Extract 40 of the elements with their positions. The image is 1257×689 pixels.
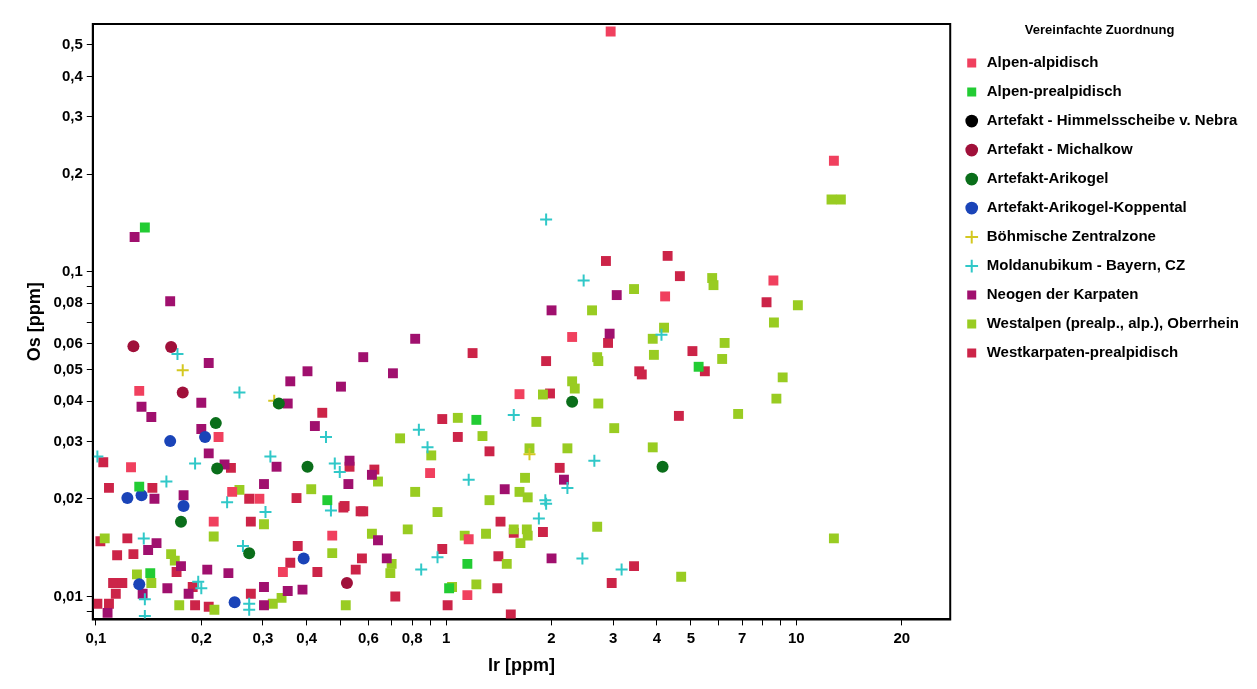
y-axis-title: Os [ppm] — [23, 282, 44, 362]
legend-label: Artefakt - Michalkow — [986, 140, 1133, 158]
y-tick-label: 0,04 — [53, 391, 84, 409]
x-tick-label: 2 — [547, 628, 556, 646]
y-tick-label: 0,1 — [61, 261, 83, 279]
legend-label: Artefakt - Himmelsscheibe v. Nebra — [986, 111, 1239, 129]
x-axis-title: Ir [ppm] — [488, 655, 556, 676]
legend-label: Artefakt-Arikogel-Koppental — [986, 198, 1187, 216]
y-tick-label: 0,3 — [61, 107, 83, 125]
legend-label: Westkarpaten-prealpidisch — [986, 343, 1179, 361]
x-tick-label: 0,2 — [190, 628, 212, 646]
y-tick-label: 0,02 — [53, 488, 83, 506]
y-tick-label: 0,06 — [53, 334, 83, 351]
legend-label: Neogen der Karpaten — [986, 285, 1139, 303]
x-tick-label: 10 — [788, 628, 805, 646]
x-tick-label: 7 — [737, 628, 747, 646]
y-tick-label: 0,4 — [61, 66, 84, 84]
x-tick-label: 4 — [652, 628, 662, 646]
x-tick-label: 0,1 — [85, 628, 107, 646]
legend-label: Böhmische Zentralzone — [986, 227, 1156, 245]
legend-label: Alpen-prealpidisch — [986, 82, 1122, 100]
x-tick-label: 20 — [893, 628, 911, 646]
y-tick-label: 0,08 — [53, 293, 83, 311]
y-tick-label: 0,03 — [53, 431, 83, 449]
legend-title: Vereinfachte Zuordnung — [1024, 22, 1175, 38]
y-tick-label: 0,2 — [61, 164, 83, 182]
x-tick-label: 3 — [609, 628, 618, 646]
x-tick-label: 0,3 — [252, 628, 274, 646]
legend-label: Moldanubikum - Bayern, CZ — [986, 256, 1186, 274]
x-tick-label: 0,4 — [296, 628, 318, 646]
x-tick-label: 0,8 — [401, 628, 423, 646]
legend-label: Westalpen (prealp., alp.), Oberrhein — [986, 314, 1240, 332]
x-tick-label: 5 — [686, 628, 696, 646]
legend-label: Alpen-alpidisch — [986, 53, 1099, 71]
x-tick-label: 1 — [441, 628, 451, 646]
y-tick-label: 0,01 — [53, 586, 83, 604]
y-tick-label: 0,05 — [53, 359, 83, 377]
x-tick-label: 0,6 — [357, 628, 379, 646]
legend-label: Artefakt-Arikogel — [986, 169, 1109, 187]
y-tick-label: 0,5 — [61, 35, 83, 53]
